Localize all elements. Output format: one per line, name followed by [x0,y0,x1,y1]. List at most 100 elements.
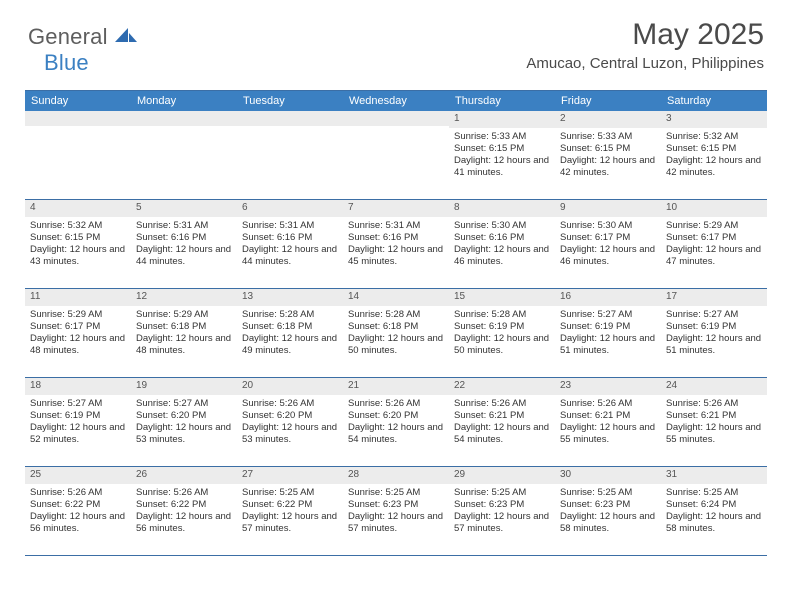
day-number: 6 [237,200,343,217]
day-number: 29 [449,467,555,484]
calendar-day-cell: 4Sunrise: 5:32 AMSunset: 6:15 PMDaylight… [25,200,131,288]
sunrise-line: Sunrise: 5:27 AM [666,309,762,321]
day-number: 24 [661,378,767,395]
day-body: Sunrise: 5:27 AMSunset: 6:19 PMDaylight:… [555,306,661,362]
day-body: Sunrise: 5:27 AMSunset: 6:19 PMDaylight:… [25,395,131,451]
day-body: Sunrise: 5:29 AMSunset: 6:18 PMDaylight:… [131,306,237,362]
day-body: Sunrise: 5:25 AMSunset: 6:23 PMDaylight:… [555,484,661,540]
calendar-day-cell: 26Sunrise: 5:26 AMSunset: 6:22 PMDayligh… [131,467,237,555]
day-number: 1 [449,111,555,128]
calendar-day-cell: 23Sunrise: 5:26 AMSunset: 6:21 PMDayligh… [555,378,661,466]
calendar-day-cell: 10Sunrise: 5:29 AMSunset: 6:17 PMDayligh… [661,200,767,288]
sunrise-line: Sunrise: 5:25 AM [242,487,338,499]
sunrise-line: Sunrise: 5:31 AM [242,220,338,232]
sunset-line: Sunset: 6:15 PM [560,143,656,155]
weekday-header: Tuesday [237,91,343,111]
day-number: 4 [25,200,131,217]
sunrise-line: Sunrise: 5:26 AM [666,398,762,410]
sunset-line: Sunset: 6:16 PM [242,232,338,244]
day-body: Sunrise: 5:26 AMSunset: 6:20 PMDaylight:… [343,395,449,451]
sunrise-line: Sunrise: 5:27 AM [30,398,126,410]
daylight-line: Daylight: 12 hours and 41 minutes. [454,155,550,179]
calendar-week-row: 4Sunrise: 5:32 AMSunset: 6:15 PMDaylight… [25,200,767,289]
sunset-line: Sunset: 6:19 PM [454,321,550,333]
calendar-day-cell: 16Sunrise: 5:27 AMSunset: 6:19 PMDayligh… [555,289,661,377]
daylight-line: Daylight: 12 hours and 55 minutes. [560,422,656,446]
daylight-line: Daylight: 12 hours and 57 minutes. [242,511,338,535]
sunrise-line: Sunrise: 5:29 AM [30,309,126,321]
day-number: 17 [661,289,767,306]
calendar-day-cell [131,111,237,199]
day-body: Sunrise: 5:25 AMSunset: 6:23 PMDaylight:… [449,484,555,540]
sunrise-line: Sunrise: 5:29 AM [666,220,762,232]
day-body: Sunrise: 5:32 AMSunset: 6:15 PMDaylight:… [661,128,767,184]
day-number: 3 [661,111,767,128]
day-body: Sunrise: 5:26 AMSunset: 6:21 PMDaylight:… [661,395,767,451]
sunrise-line: Sunrise: 5:30 AM [454,220,550,232]
day-number: 23 [555,378,661,395]
weekday-header: Saturday [661,91,767,111]
day-body: Sunrise: 5:28 AMSunset: 6:19 PMDaylight:… [449,306,555,362]
sunrise-line: Sunrise: 5:27 AM [560,309,656,321]
sunset-line: Sunset: 6:19 PM [666,321,762,333]
day-number: 20 [237,378,343,395]
day-body: Sunrise: 5:33 AMSunset: 6:15 PMDaylight:… [555,128,661,184]
sunset-line: Sunset: 6:20 PM [136,410,232,422]
daylight-line: Daylight: 12 hours and 44 minutes. [136,244,232,268]
calendar-week-row: 25Sunrise: 5:26 AMSunset: 6:22 PMDayligh… [25,467,767,556]
calendar-day-cell: 29Sunrise: 5:25 AMSunset: 6:23 PMDayligh… [449,467,555,555]
sunset-line: Sunset: 6:23 PM [560,499,656,511]
day-number: 30 [555,467,661,484]
daylight-line: Daylight: 12 hours and 42 minutes. [666,155,762,179]
sunrise-line: Sunrise: 5:33 AM [560,131,656,143]
daylight-line: Daylight: 12 hours and 45 minutes. [348,244,444,268]
daylight-line: Daylight: 12 hours and 58 minutes. [560,511,656,535]
daylight-line: Daylight: 12 hours and 55 minutes. [666,422,762,446]
calendar-day-cell: 15Sunrise: 5:28 AMSunset: 6:19 PMDayligh… [449,289,555,377]
sunset-line: Sunset: 6:18 PM [348,321,444,333]
day-body: Sunrise: 5:32 AMSunset: 6:15 PMDaylight:… [25,217,131,273]
day-body: Sunrise: 5:27 AMSunset: 6:20 PMDaylight:… [131,395,237,451]
day-number: 13 [237,289,343,306]
sunrise-line: Sunrise: 5:31 AM [348,220,444,232]
day-body: Sunrise: 5:26 AMSunset: 6:21 PMDaylight:… [555,395,661,451]
daylight-line: Daylight: 12 hours and 50 minutes. [348,333,444,357]
day-number: 10 [661,200,767,217]
calendar-day-cell: 2Sunrise: 5:33 AMSunset: 6:15 PMDaylight… [555,111,661,199]
sunset-line: Sunset: 6:19 PM [560,321,656,333]
calendar-day-cell: 3Sunrise: 5:32 AMSunset: 6:15 PMDaylight… [661,111,767,199]
location-subtitle: Amucao, Central Luzon, Philippines [526,55,764,72]
day-body: Sunrise: 5:29 AMSunset: 6:17 PMDaylight:… [661,217,767,273]
sunset-line: Sunset: 6:16 PM [454,232,550,244]
calendar-body: 1Sunrise: 5:33 AMSunset: 6:15 PMDaylight… [25,111,767,556]
day-body: Sunrise: 5:25 AMSunset: 6:23 PMDaylight:… [343,484,449,540]
daylight-line: Daylight: 12 hours and 48 minutes. [136,333,232,357]
logo-text-wrap: General Blue [28,24,137,76]
sunrise-line: Sunrise: 5:32 AM [666,131,762,143]
sunrise-line: Sunrise: 5:28 AM [454,309,550,321]
empty-daynum [25,111,131,126]
daylight-line: Daylight: 12 hours and 53 minutes. [242,422,338,446]
calendar-day-cell: 27Sunrise: 5:25 AMSunset: 6:22 PMDayligh… [237,467,343,555]
day-body: Sunrise: 5:29 AMSunset: 6:17 PMDaylight:… [25,306,131,362]
sunrise-line: Sunrise: 5:30 AM [560,220,656,232]
sunrise-line: Sunrise: 5:31 AM [136,220,232,232]
sunset-line: Sunset: 6:16 PM [348,232,444,244]
day-number: 21 [343,378,449,395]
day-body: Sunrise: 5:28 AMSunset: 6:18 PMDaylight:… [343,306,449,362]
logo-sail-icon [115,31,137,48]
calendar-day-cell: 17Sunrise: 5:27 AMSunset: 6:19 PMDayligh… [661,289,767,377]
sunrise-line: Sunrise: 5:28 AM [348,309,444,321]
day-body: Sunrise: 5:26 AMSunset: 6:22 PMDaylight:… [25,484,131,540]
sunrise-line: Sunrise: 5:32 AM [30,220,126,232]
day-body: Sunrise: 5:33 AMSunset: 6:15 PMDaylight:… [449,128,555,184]
day-body: Sunrise: 5:31 AMSunset: 6:16 PMDaylight:… [343,217,449,273]
weekday-header: Wednesday [343,91,449,111]
day-number: 8 [449,200,555,217]
calendar-day-cell: 12Sunrise: 5:29 AMSunset: 6:18 PMDayligh… [131,289,237,377]
day-number: 28 [343,467,449,484]
day-body: Sunrise: 5:26 AMSunset: 6:20 PMDaylight:… [237,395,343,451]
sunset-line: Sunset: 6:15 PM [666,143,762,155]
daylight-line: Daylight: 12 hours and 52 minutes. [30,422,126,446]
sunset-line: Sunset: 6:23 PM [348,499,444,511]
